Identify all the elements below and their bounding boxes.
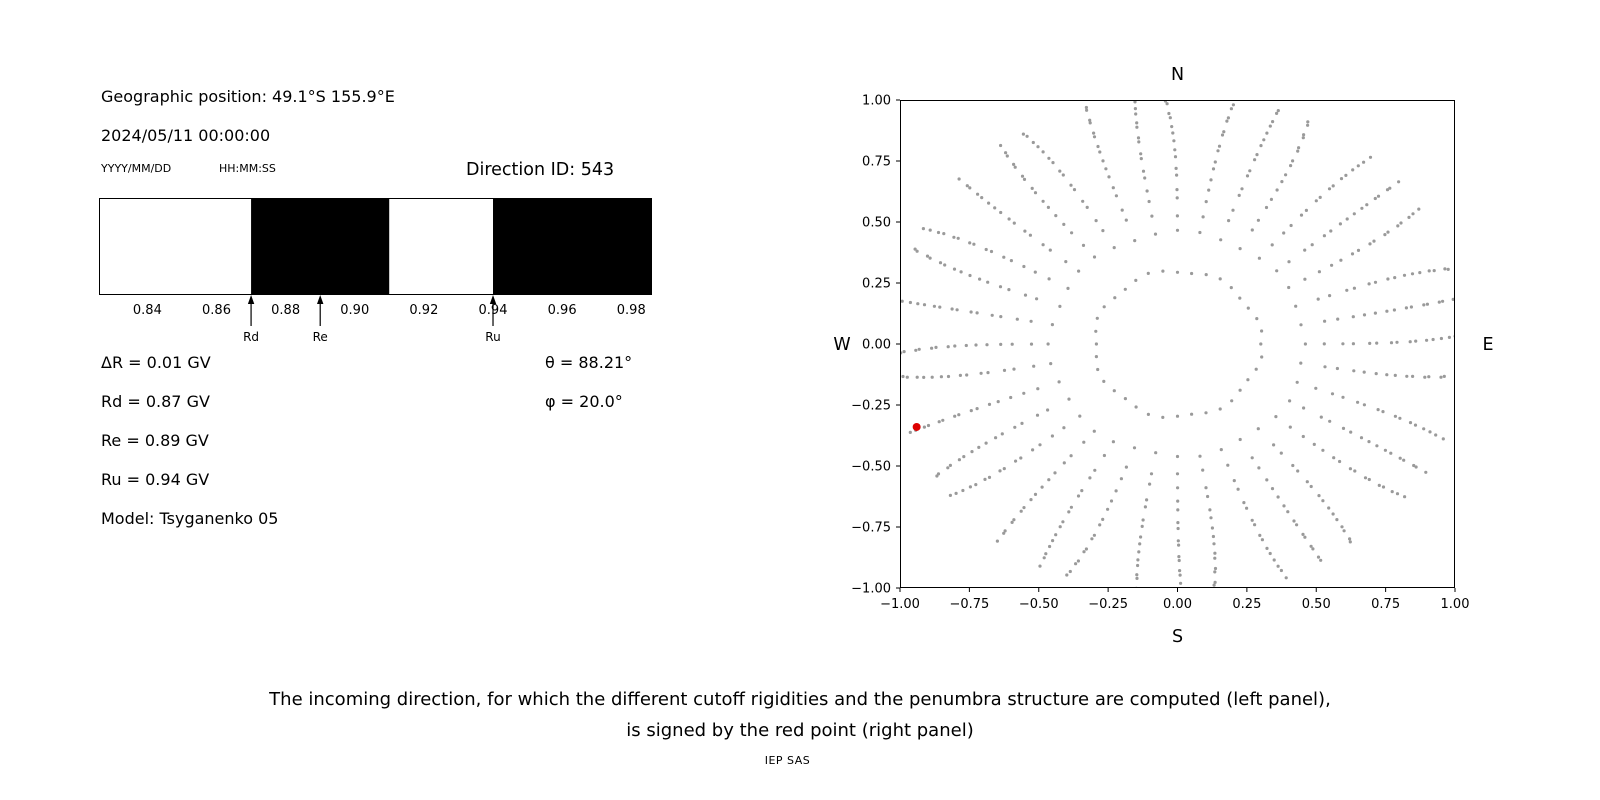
ru-value: Ru = 0.94 GV <box>101 470 210 489</box>
re-value: Re = 0.89 GV <box>101 431 209 450</box>
date-format-label: YYYY/MM/DD <box>101 162 172 175</box>
compass-east-label: E <box>1482 335 1493 355</box>
geographic-position-label: Geographic position: 49.1°S 155.9°E <box>101 87 395 106</box>
compass-north-label: N <box>1171 65 1184 85</box>
svg-text:−0.50: −0.50 <box>1019 597 1059 612</box>
svg-text:−0.75: −0.75 <box>851 521 891 536</box>
penumbra-band-forbidden <box>493 199 652 294</box>
compass-south-label: S <box>1172 627 1183 647</box>
caption-line-1: The incoming direction, for which the di… <box>269 689 1331 710</box>
svg-text:−0.25: −0.25 <box>851 399 891 414</box>
svg-text:−0.25: −0.25 <box>1088 597 1128 612</box>
svg-text:−0.50: −0.50 <box>851 460 891 475</box>
datetime-label: 2024/05/11 00:00:00 <box>101 126 271 145</box>
penumbra-border <box>99 198 652 295</box>
svg-text:1.00: 1.00 <box>1441 597 1470 612</box>
svg-text:0.88: 0.88 <box>271 303 300 318</box>
svg-text:0.25: 0.25 <box>862 277 891 292</box>
svg-text:−1.00: −1.00 <box>880 597 920 612</box>
direction-id-label: Direction ID: 543 <box>466 160 615 180</box>
svg-text:0.90: 0.90 <box>340 303 369 318</box>
svg-text:−1.00: −1.00 <box>851 582 891 597</box>
plot-border <box>900 100 1455 588</box>
marker-label-Rd: Rd <box>243 330 259 344</box>
time-format-label: HH:MM:SS <box>219 162 276 175</box>
figure-caption: The incoming direction, for which the di… <box>0 684 1600 746</box>
rd-value: Rd = 0.87 GV <box>101 392 210 411</box>
svg-text:0.84: 0.84 <box>133 303 162 318</box>
theta-value: θ = 88.21° <box>545 353 633 372</box>
svg-text:0.75: 0.75 <box>1371 597 1400 612</box>
svg-text:0.86: 0.86 <box>202 303 231 318</box>
svg-text:0.25: 0.25 <box>1232 597 1261 612</box>
svg-text:−0.75: −0.75 <box>949 597 989 612</box>
marker-label-Ru: Ru <box>485 330 500 344</box>
model-label: Model: Tsyganenko 05 <box>101 509 279 528</box>
svg-text:0.75: 0.75 <box>862 155 891 170</box>
penumbra-band-allowed <box>389 199 494 294</box>
penumbra-band-allowed <box>99 199 252 294</box>
caption-line-2: is signed by the red point (right panel) <box>626 720 974 741</box>
svg-text:0.00: 0.00 <box>1163 597 1192 612</box>
red-point-marker <box>912 422 921 431</box>
marker-label-Re: Re <box>313 330 328 344</box>
penumbra-band-forbidden <box>251 199 390 294</box>
svg-text:0.50: 0.50 <box>862 216 891 231</box>
compass-west-label: W <box>833 335 850 355</box>
svg-text:1.00: 1.00 <box>862 94 891 109</box>
phi-value: φ = 20.0° <box>545 392 623 411</box>
delta-r-value: ΔR = 0.01 GV <box>101 353 211 372</box>
svg-text:0.96: 0.96 <box>548 303 577 318</box>
svg-text:0.50: 0.50 <box>1302 597 1331 612</box>
direction-dots <box>900 100 1455 588</box>
credit-label: IEP SAS <box>764 754 811 767</box>
direction-map-chart: −1.00 −0.75 −0.50 −0.25 0.00 0.25 0.50 0.75 1.00… <box>833 65 1493 647</box>
svg-text:0.00: 0.00 <box>862 338 891 353</box>
svg-text:0.92: 0.92 <box>409 303 438 318</box>
svg-text:0.98: 0.98 <box>617 303 646 318</box>
